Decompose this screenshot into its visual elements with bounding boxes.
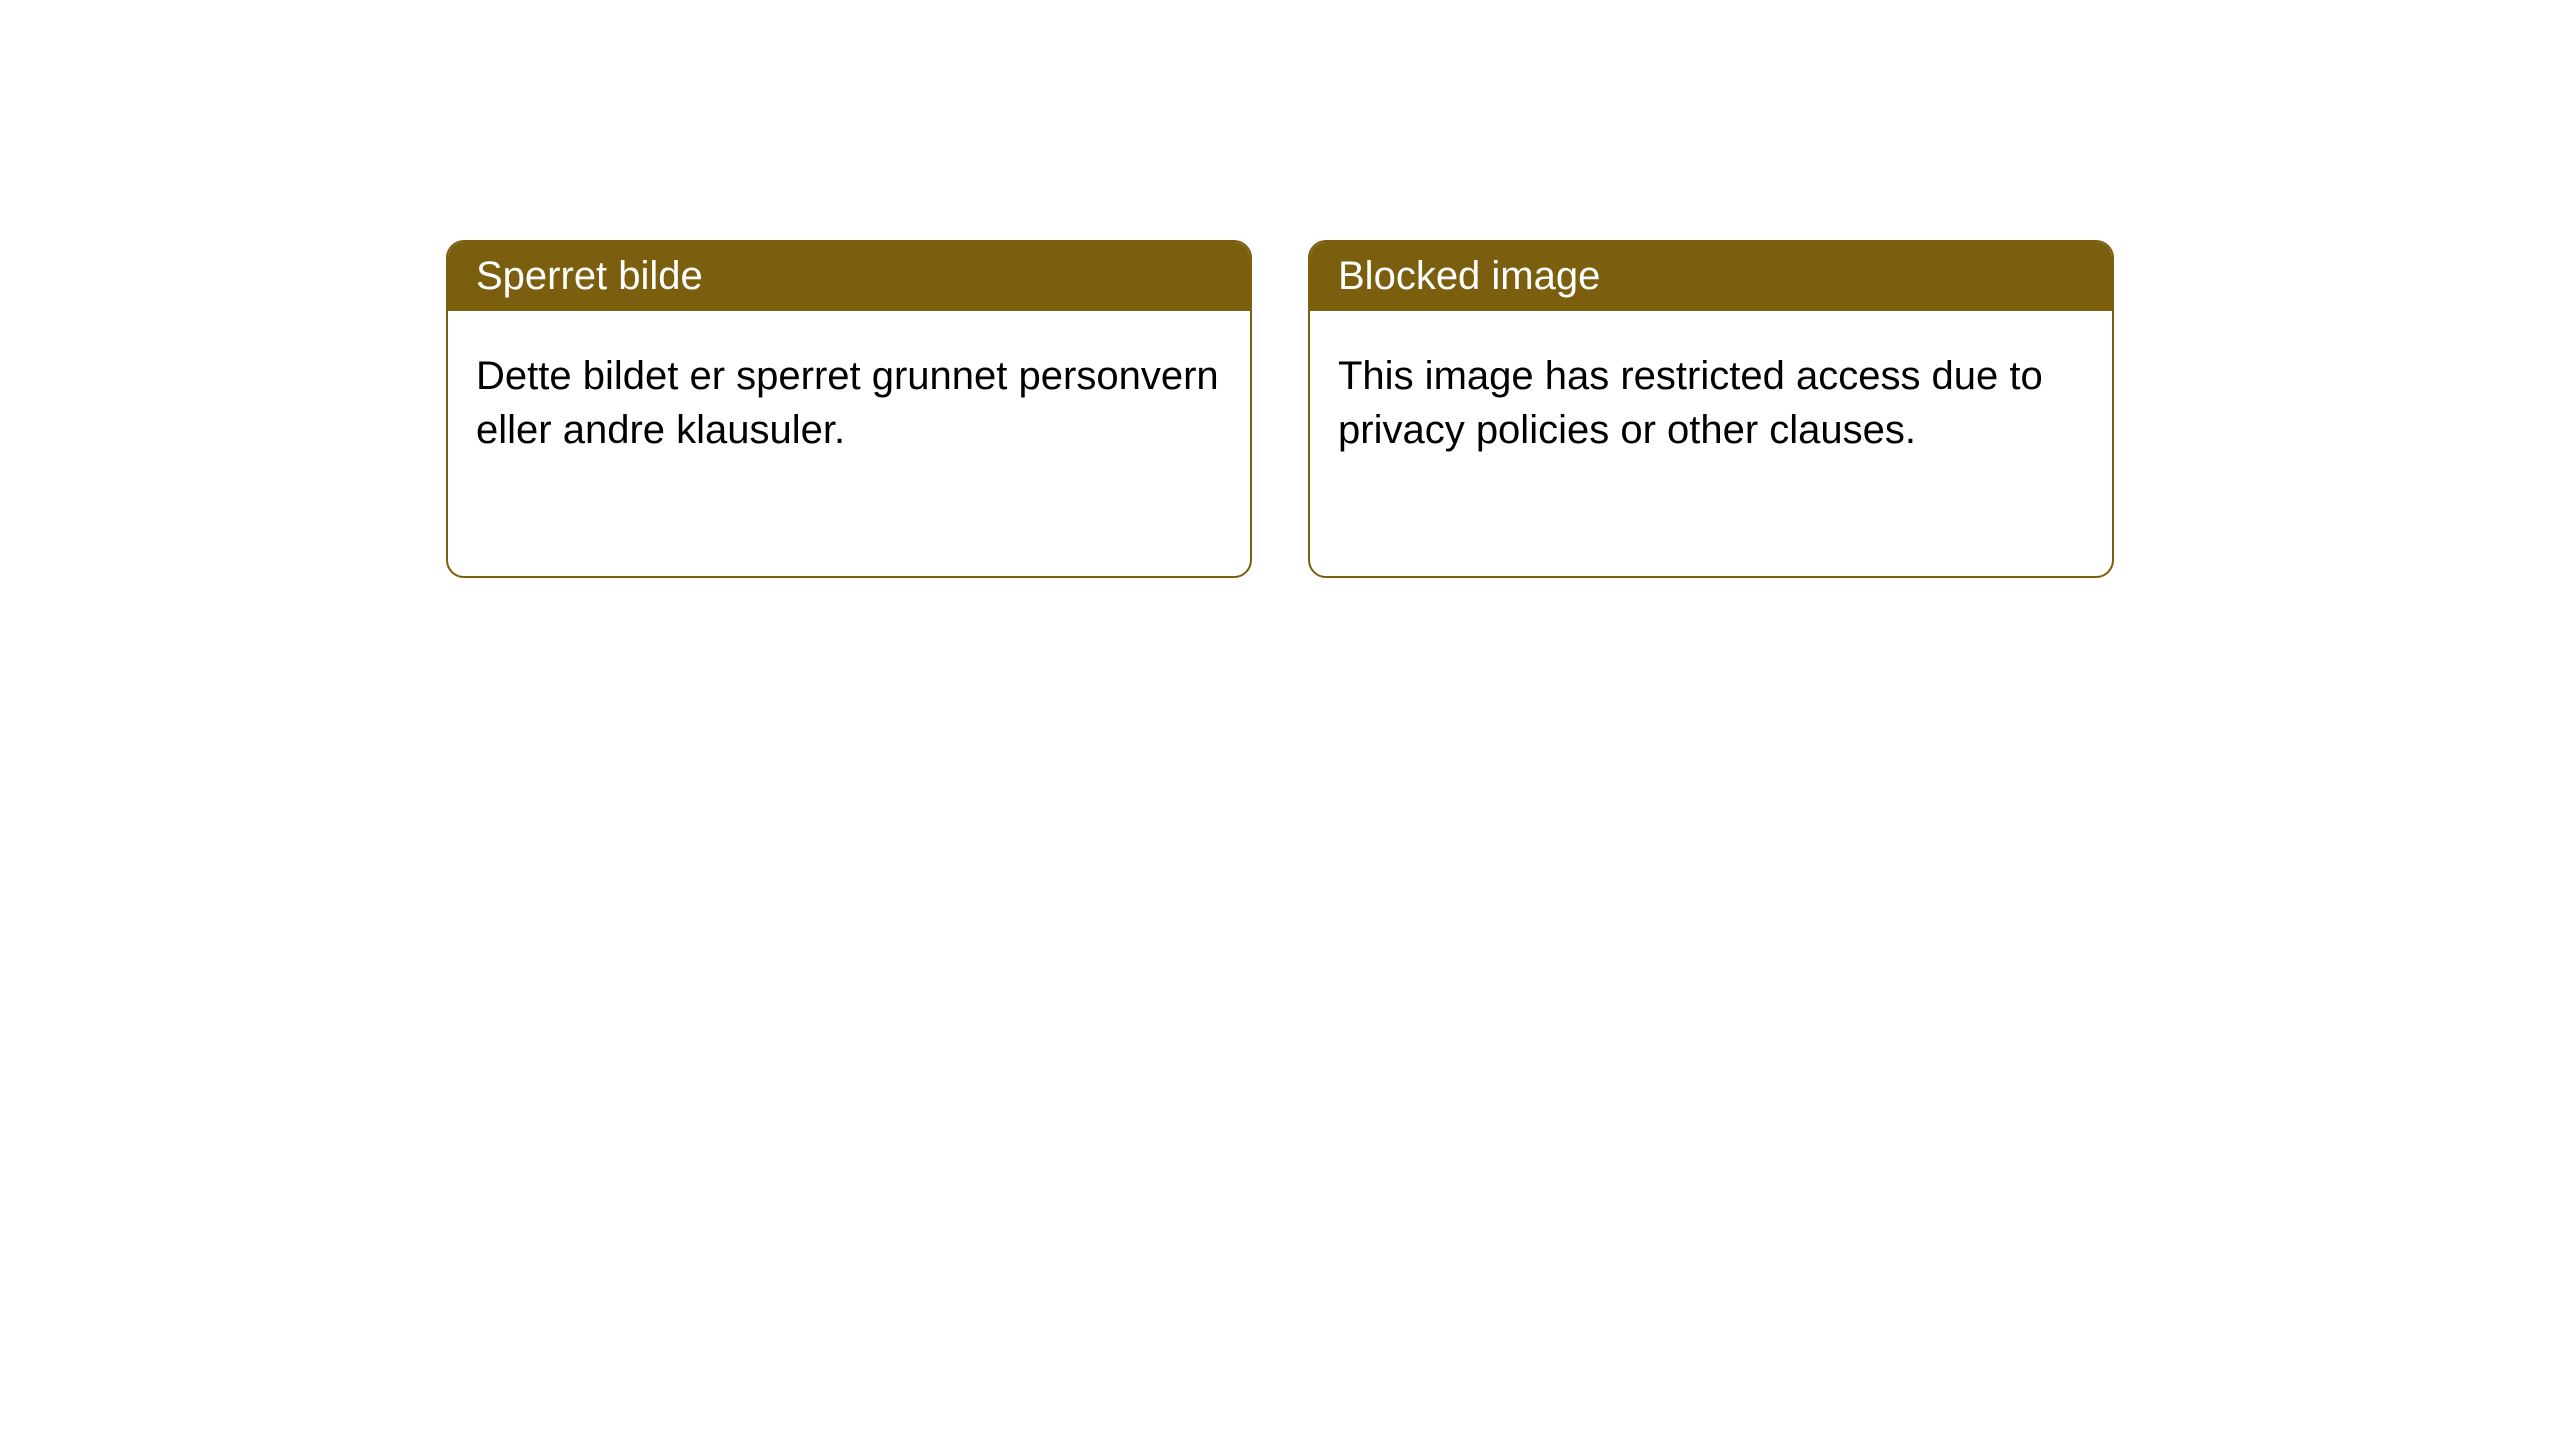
notice-card-header: Sperret bilde — [448, 242, 1250, 311]
notice-card-text: This image has restricted access due to … — [1338, 354, 2043, 452]
notice-card-title: Blocked image — [1338, 254, 1600, 298]
notice-cards-container: Sperret bilde Dette bildet er sperret gr… — [446, 240, 2114, 578]
notice-card-body: This image has restricted access due to … — [1310, 311, 2112, 495]
notice-card-text: Dette bildet er sperret grunnet personve… — [476, 354, 1219, 452]
notice-card-title: Sperret bilde — [476, 254, 703, 298]
notice-card-english: Blocked image This image has restricted … — [1308, 240, 2114, 578]
notice-card-norwegian: Sperret bilde Dette bildet er sperret gr… — [446, 240, 1252, 578]
notice-card-body: Dette bildet er sperret grunnet personve… — [448, 311, 1250, 495]
notice-card-header: Blocked image — [1310, 242, 2112, 311]
